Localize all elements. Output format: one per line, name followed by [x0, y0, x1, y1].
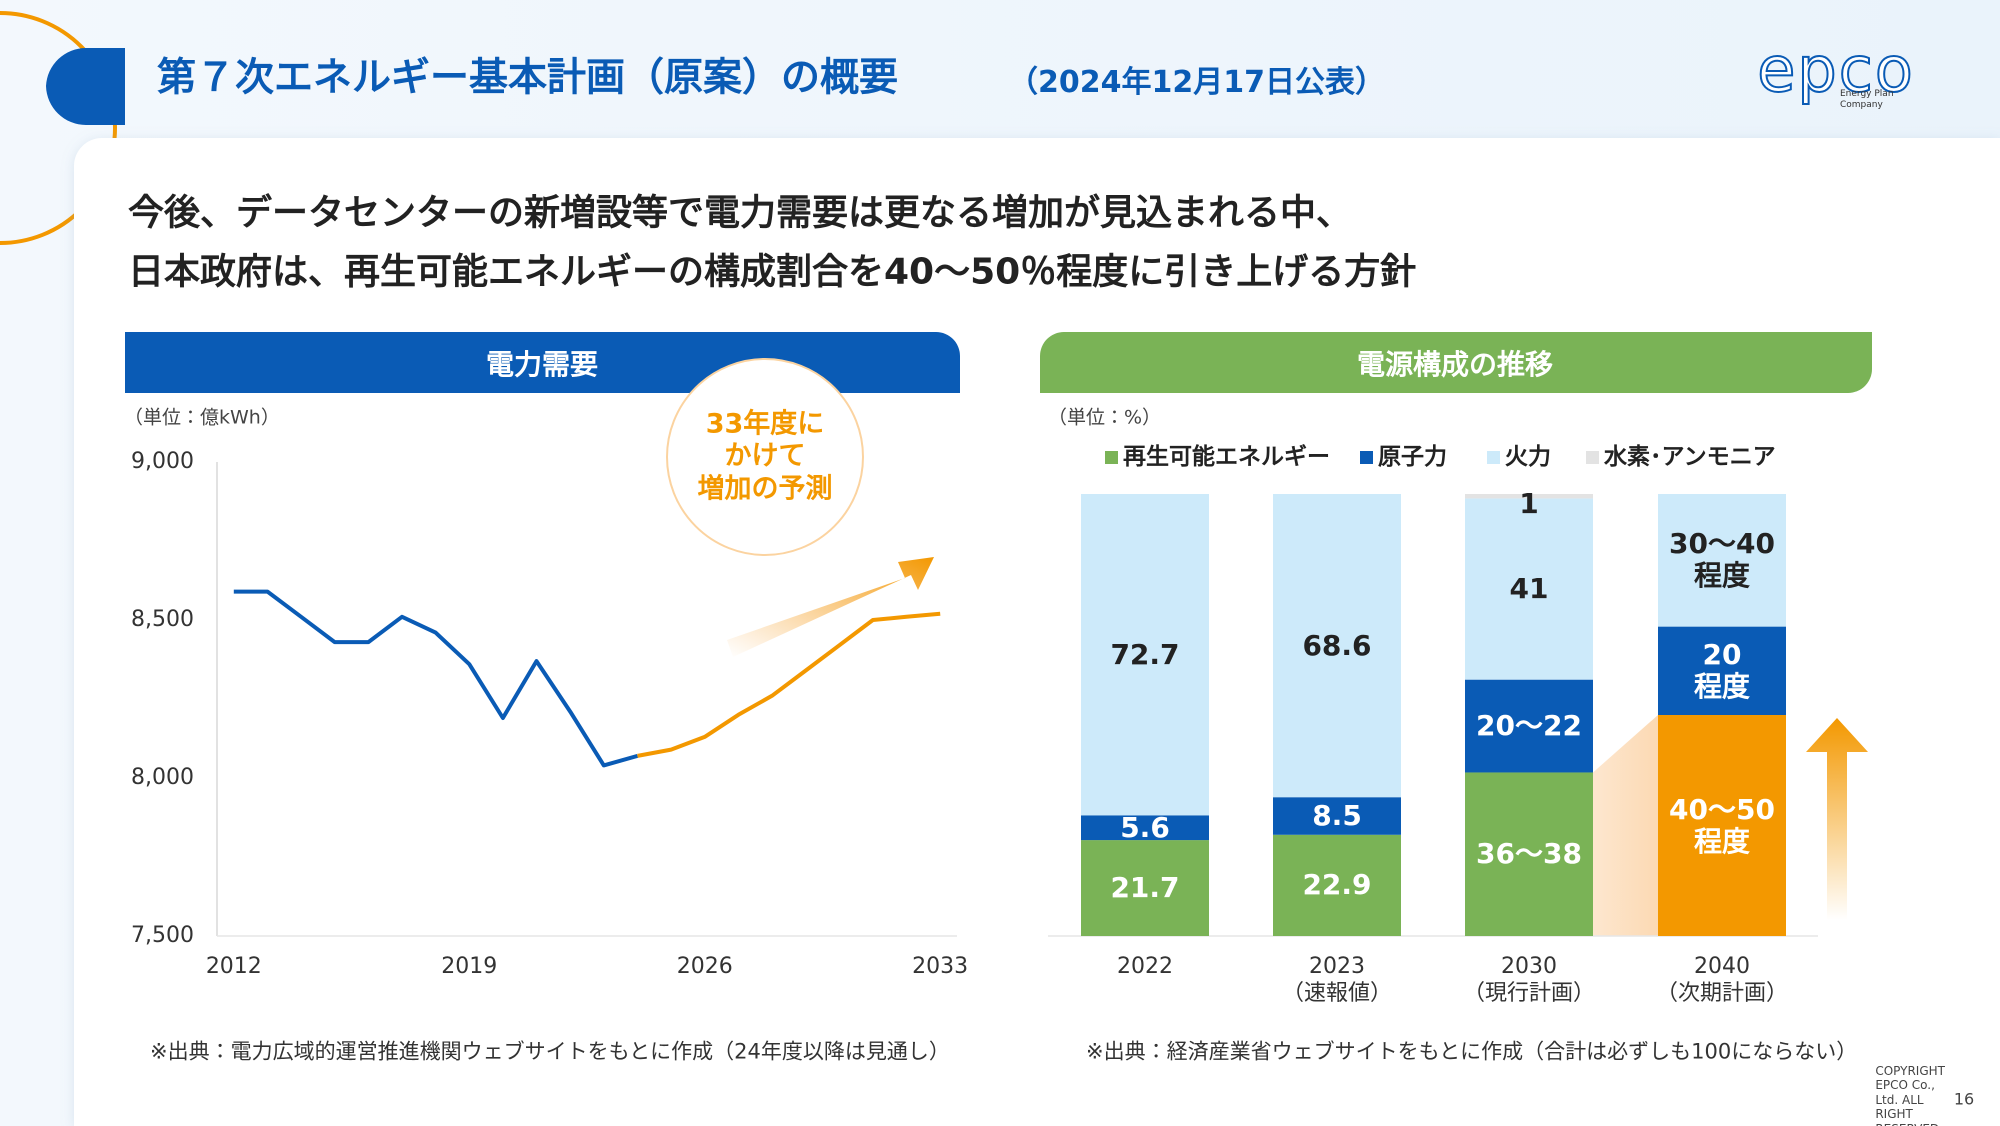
trend-arrow	[727, 557, 934, 657]
data-label: 8.5	[1312, 798, 1362, 832]
x-tick-label: 2012	[205, 953, 262, 979]
logo: epco	[1756, 32, 1915, 107]
legend-label: 水素･アンモニア	[1604, 444, 1776, 471]
source-note: ※出典：電力広域的運営推進機関ウェブサイトをもとに作成（24年度以降は見通し）	[150, 1039, 950, 1064]
data-label: 68.6	[1302, 628, 1372, 662]
up-arrow	[1806, 718, 1868, 920]
x-tick-note: （速報値）	[1281, 980, 1393, 1006]
legend-swatch	[1105, 451, 1118, 464]
x-tick-label: 2026	[676, 953, 733, 979]
legend-label: 火力	[1505, 444, 1551, 471]
data-label: 21.7	[1110, 870, 1180, 904]
bar-segment	[1658, 494, 1786, 627]
bar-segment	[1465, 772, 1593, 936]
source-note: ※出典：経済産業省ウェブサイトをもとに作成（合計は必ずしも100にならない）	[1086, 1039, 1858, 1064]
data-label: 41	[1509, 571, 1549, 605]
panel-header-right	[1040, 332, 1872, 393]
bar-segment	[1273, 494, 1401, 798]
y-tick-label: 8,000	[131, 764, 194, 790]
panel-title: 電力需要	[485, 348, 599, 382]
page-number: 16	[1953, 1089, 1975, 1109]
legend-swatch	[1586, 451, 1599, 464]
x-tick-label: 2033	[912, 953, 969, 979]
y-tick-label: 8,500	[131, 606, 194, 632]
slide-date: （2024年12月17日公表）	[1008, 65, 1385, 100]
bar-segment	[1658, 626, 1786, 715]
headline-line: 今後、データセンターの新増設等で電力需要は更なる増加が見込まれる中、	[128, 192, 1353, 234]
bar-segment	[1465, 494, 1593, 499]
data-label: 20 程度	[1693, 637, 1751, 703]
legend-swatch	[1487, 451, 1500, 464]
decor-arc	[0, 11, 117, 245]
data-label: 20～22	[1476, 708, 1582, 742]
x-tick-note: （現行計画）	[1462, 980, 1596, 1006]
y-tick-label: 9,000	[131, 448, 194, 474]
headline-line: 日本政府は、再生可能エネルギーの構成割合を40～50％程度に引き上げる方針	[128, 251, 1417, 293]
unit-label: （単位：%）	[1048, 406, 1162, 429]
logo-tagline: Energy Plan Company	[1840, 89, 1894, 110]
callout-circle	[666, 358, 864, 556]
legend-label: 再生可能エネルギー	[1123, 444, 1330, 471]
chart-marks	[216, 451, 1818, 937]
data-label: 22.9	[1302, 868, 1372, 902]
x-tick-label: 2022	[1117, 953, 1173, 979]
data-label: 1	[1519, 486, 1539, 520]
panel-title: 電源構成の推移	[1356, 348, 1554, 382]
line-series	[637, 611, 941, 758]
bar-segment	[1465, 679, 1593, 773]
bar-segment	[1081, 840, 1209, 936]
copyright: COPYRIGHT EPCO Co., Ltd. ALL RIGHT RESER…	[1875, 1064, 1945, 1126]
bar-segment	[1658, 715, 1786, 936]
data-label: 30～40 程度	[1669, 527, 1775, 593]
data-label: 72.7	[1110, 637, 1180, 671]
unit-label: （単位：億kWh）	[124, 406, 280, 429]
callout-text: 33年度に かけて 増加の予測	[697, 408, 833, 505]
data-label: 5.6	[1120, 810, 1170, 844]
bar-segment	[1273, 834, 1401, 936]
bar-segment	[1273, 797, 1401, 835]
highlight-band	[1593, 715, 1658, 936]
bar-segment	[1081, 494, 1209, 816]
y-tick-label: 7,500	[131, 922, 194, 948]
x-tick-label: 2019	[441, 953, 498, 979]
x-tick-label: 2023	[1309, 953, 1365, 979]
x-tick-label: 2040	[1694, 953, 1750, 979]
legend-label: 原子力	[1378, 444, 1447, 471]
bar-segment	[1081, 815, 1209, 841]
x-tick-note: （次期計画）	[1655, 980, 1789, 1006]
decor-leaf	[46, 47, 125, 125]
x-tick-label: 2030	[1501, 953, 1557, 979]
data-label: 40～50 程度	[1669, 792, 1775, 858]
bar-segment	[1465, 498, 1593, 680]
data-label: 36～38	[1476, 837, 1582, 871]
legend-swatch	[1360, 451, 1373, 464]
slide-title: 第７次エネルギー基本計画（原案）の概要	[157, 55, 899, 101]
line-series	[233, 589, 639, 768]
